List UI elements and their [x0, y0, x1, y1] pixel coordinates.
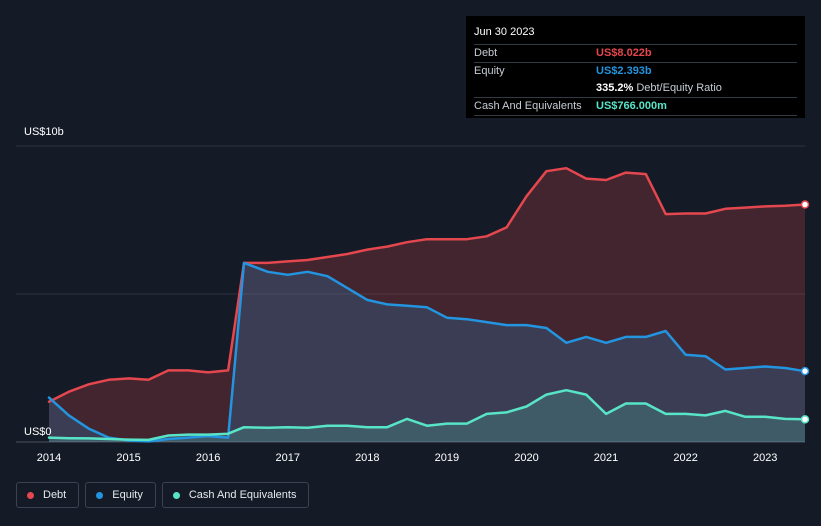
equity-end-marker	[800, 366, 810, 376]
tooltip-cash-label: Cash And Equivalents	[474, 100, 582, 112]
tooltip-date: Jun 30 2023	[474, 24, 797, 45]
tooltip-ratio-row: 335.2% Debt/Equity Ratio	[474, 80, 797, 98]
legend-debt-dot-icon	[27, 491, 34, 499]
tooltip-debt-value: US$8.022b	[596, 47, 652, 59]
chart-legend: Debt Equity Cash And Equivalents	[16, 482, 310, 508]
area-layer	[49, 168, 805, 442]
x-tick-label: 2021	[594, 452, 618, 464]
x-tick-label: 2014	[37, 452, 61, 464]
cash-area	[49, 390, 805, 442]
tooltip-ratio-spacer	[474, 80, 596, 97]
x-tick-label: 2023	[753, 452, 777, 464]
tooltip-equity-value: US$2.393b	[596, 65, 652, 77]
end-dot-layer	[800, 200, 810, 424]
tooltip-ratio-label: Debt/Equity Ratio	[636, 82, 722, 94]
legend-cash-dot-icon	[172, 491, 180, 499]
equity-line	[47, 261, 807, 443]
x-tick-label: 2017	[275, 452, 299, 464]
legend-debt-label: Debt	[43, 489, 67, 501]
x-tick-label: 2020	[514, 452, 538, 464]
legend-item-equity[interactable]: Equity	[85, 482, 156, 508]
tooltip-cash-row: Cash And Equivalents US$766.000m	[474, 98, 797, 116]
legend-equity-label: Equity	[112, 489, 143, 501]
tooltip-debt-label: Debt	[474, 47, 498, 59]
debt-end-marker	[800, 200, 810, 209]
equity-area	[49, 262, 805, 442]
cash-line	[47, 388, 807, 442]
tooltip-debt-row: Debt US$8.022b	[474, 45, 797, 63]
axis-layer: US$10b US$0 2014 2015 2016 2017 2018 2019 2020 20…	[24, 126, 777, 464]
y-axis-top-label: US$10b	[24, 126, 64, 138]
y-axis-bottom-label: US$0	[24, 426, 52, 438]
tooltip-equity-label: Equity	[474, 65, 505, 77]
debt-area	[49, 168, 805, 442]
line-layer	[47, 166, 807, 443]
x-tick-label: 2015	[116, 452, 140, 464]
legend-item-cash[interactable]: Cash And Equivalents	[161, 482, 310, 508]
legend-cash-label: Cash And Equivalents	[188, 489, 297, 501]
legend-item-debt[interactable]: Debt	[16, 482, 80, 508]
x-tick-label: 2022	[673, 452, 697, 464]
tooltip-equity-row: Equity US$2.393b	[474, 63, 797, 80]
debt-line	[47, 166, 807, 403]
x-tick-label: 2018	[355, 452, 379, 464]
data-tooltip: Jun 30 2023 Debt US$8.022b Equity US$2.3…	[466, 16, 805, 118]
tooltip-ratio-value: 335.2%	[596, 82, 634, 94]
legend-equity-dot-icon	[96, 491, 104, 499]
x-tick-label: 2016	[196, 452, 220, 464]
x-tick-label: 2019	[435, 452, 459, 464]
cash-end-marker	[800, 415, 810, 424]
tooltip-cash-value: US$766.000m	[596, 100, 667, 112]
